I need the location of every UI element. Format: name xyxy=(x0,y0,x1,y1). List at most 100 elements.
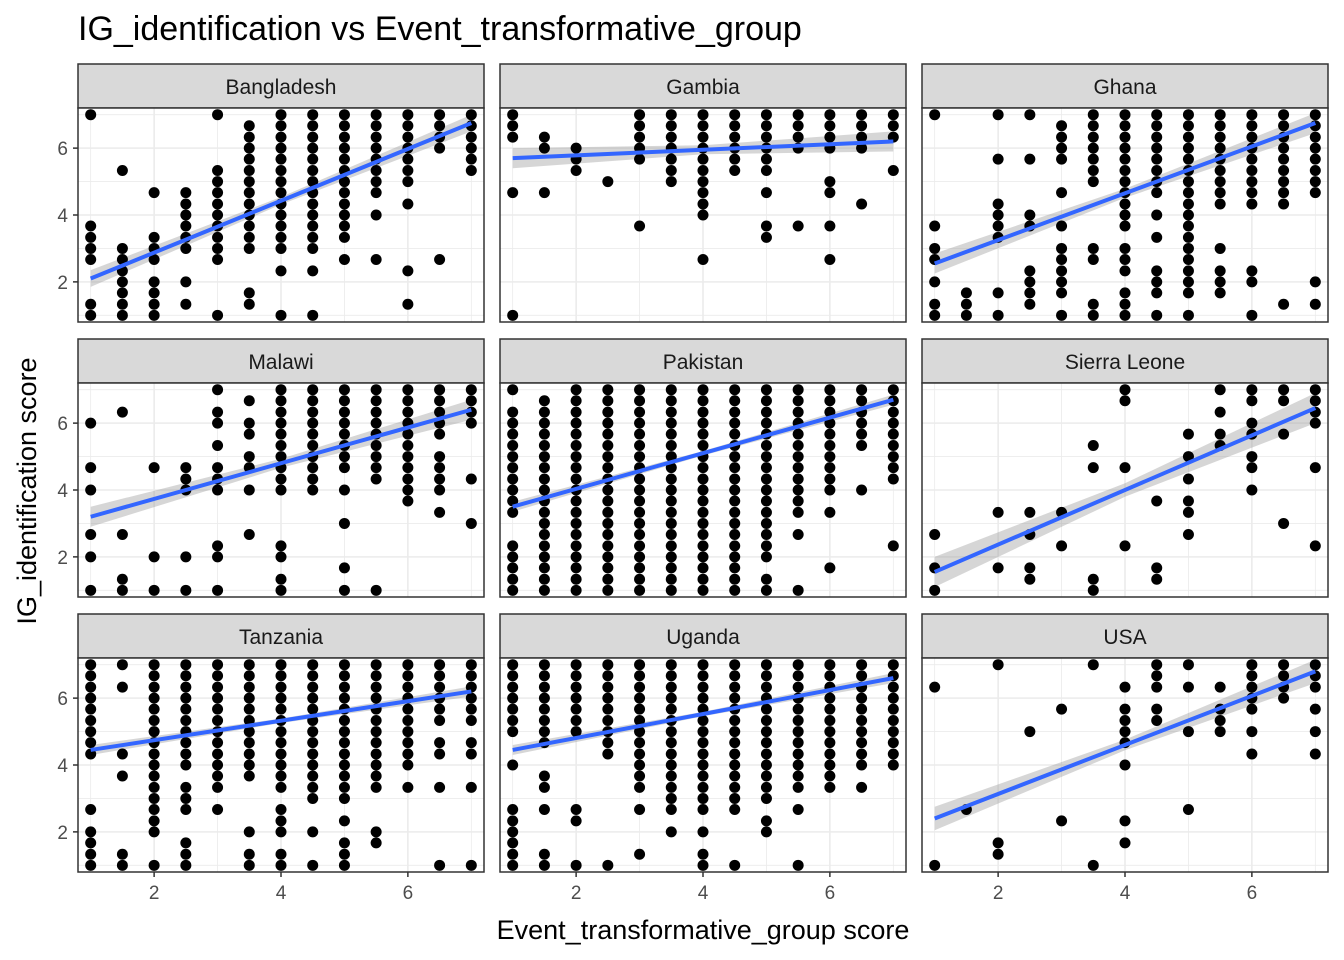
data-point xyxy=(929,298,941,310)
data-point xyxy=(1182,451,1194,463)
data-point xyxy=(634,770,646,782)
data-point xyxy=(1119,242,1131,254)
data-point xyxy=(402,484,414,496)
data-point xyxy=(697,198,709,210)
data-point xyxy=(729,573,741,585)
data-point xyxy=(1119,395,1131,407)
data-point xyxy=(307,659,319,671)
data-point xyxy=(338,770,350,782)
data-point xyxy=(792,109,804,121)
data-point xyxy=(1214,384,1226,396)
data-point xyxy=(824,384,836,396)
data-point xyxy=(1151,209,1163,221)
data-point xyxy=(370,406,382,418)
data-point xyxy=(634,692,646,704)
data-point xyxy=(665,584,677,596)
data-point xyxy=(465,384,477,396)
data-point xyxy=(634,681,646,693)
data-point xyxy=(180,242,192,254)
data-point xyxy=(1182,153,1194,165)
data-point xyxy=(434,670,446,682)
data-point xyxy=(1056,265,1068,277)
data-point xyxy=(85,109,97,121)
data-point xyxy=(148,815,160,827)
x-tick-label: 6 xyxy=(1247,883,1258,904)
data-point xyxy=(1182,198,1194,210)
data-point xyxy=(1024,276,1036,288)
data-point xyxy=(538,726,550,738)
data-point xyxy=(212,165,224,177)
data-point xyxy=(792,759,804,771)
data-point xyxy=(538,428,550,440)
data-point xyxy=(760,659,772,671)
data-point xyxy=(275,681,287,693)
data-point xyxy=(243,737,255,749)
data-point xyxy=(697,495,709,507)
data-point xyxy=(697,395,709,407)
data-point xyxy=(697,440,709,452)
data-point xyxy=(307,417,319,429)
data-point xyxy=(1056,309,1068,321)
data-point xyxy=(1278,153,1290,165)
data-point xyxy=(697,462,709,474)
data-point xyxy=(1024,209,1036,221)
data-point xyxy=(729,109,741,121)
data-point xyxy=(929,681,941,693)
data-point xyxy=(1182,309,1194,321)
data-point xyxy=(760,406,772,418)
data-point xyxy=(402,462,414,474)
data-point xyxy=(212,692,224,704)
data-point xyxy=(729,670,741,682)
data-point xyxy=(760,584,772,596)
data-point xyxy=(824,703,836,715)
data-point xyxy=(507,584,519,596)
data-point xyxy=(697,187,709,199)
data-point xyxy=(507,692,519,704)
data-point xyxy=(602,506,614,518)
x-tick-label: 2 xyxy=(993,883,1004,904)
data-point xyxy=(887,703,899,715)
data-point xyxy=(760,759,772,771)
data-point xyxy=(275,209,287,221)
data-point xyxy=(212,659,224,671)
data-point xyxy=(338,198,350,210)
data-point xyxy=(887,748,899,760)
data-point xyxy=(1119,165,1131,177)
data-point xyxy=(824,759,836,771)
data-point xyxy=(307,484,319,496)
y-tick-label: 4 xyxy=(57,756,68,777)
data-point xyxy=(887,715,899,727)
panel-border xyxy=(499,382,907,598)
data-point xyxy=(665,562,677,574)
data-point xyxy=(212,781,224,793)
data-point xyxy=(729,659,741,671)
data-point xyxy=(729,165,741,177)
data-point xyxy=(792,715,804,727)
data-point xyxy=(602,428,614,440)
data-point xyxy=(538,517,550,529)
data-point xyxy=(1214,681,1226,693)
data-point xyxy=(665,484,677,496)
data-point xyxy=(275,473,287,485)
data-point xyxy=(538,551,550,563)
data-point xyxy=(824,462,836,474)
data-point xyxy=(338,220,350,232)
data-point xyxy=(307,748,319,760)
data-point xyxy=(116,287,128,299)
data-point xyxy=(338,781,350,793)
data-point xyxy=(538,859,550,871)
data-point xyxy=(275,440,287,452)
data-point xyxy=(180,298,192,310)
data-point xyxy=(538,781,550,793)
data-point xyxy=(338,584,350,596)
data-point xyxy=(465,395,477,407)
facet-strip xyxy=(499,63,907,109)
data-point xyxy=(887,659,899,671)
data-point xyxy=(856,726,868,738)
data-point xyxy=(665,395,677,407)
data-point xyxy=(1119,253,1131,265)
data-point xyxy=(1309,659,1321,671)
data-point xyxy=(243,165,255,177)
data-point xyxy=(1119,287,1131,299)
data-point xyxy=(729,528,741,540)
